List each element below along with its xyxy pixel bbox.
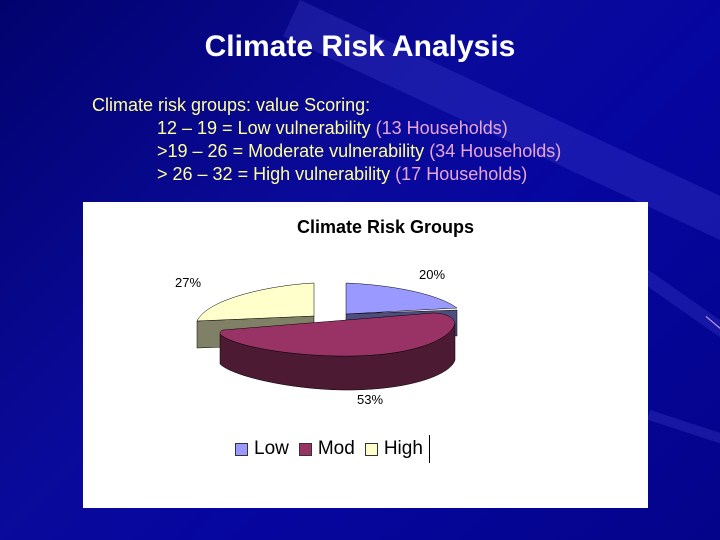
label-mod: 53%	[357, 392, 384, 407]
label-high: 27%	[175, 275, 202, 290]
text-cursor	[428, 435, 430, 463]
group-mod: >19 – 26 = Moderate vulnerability (34 Ho…	[92, 140, 561, 163]
legend-label: Mod	[317, 438, 355, 459]
legend-label: High	[383, 438, 423, 459]
slide-title: Climate Risk Analysis	[204, 30, 516, 63]
intro-text: Climate risk groups: value Scoring:	[92, 95, 371, 115]
label-low: 20%	[419, 267, 446, 282]
chart-title: Climate Risk Groups	[296, 217, 475, 237]
legend-swatch-low	[235, 442, 248, 456]
legend-item-high: High	[364, 438, 423, 460]
legend-label: Low	[254, 438, 289, 459]
legend-item-low: Low	[235, 438, 289, 460]
group-range: 12 – 19 = Low vulnerability	[157, 118, 371, 138]
group-range: >19 – 26 = Moderate vulnerability	[157, 141, 425, 161]
group-households: (13 Households)	[375, 118, 508, 138]
legend-swatch-high	[364, 442, 378, 456]
group-households: (34 Households)	[429, 141, 562, 161]
pie-slice-mod	[219, 312, 456, 391]
group-low: 12 – 19 = Low vulnerability (13 Househol…	[92, 117, 561, 140]
legend-swatch-mod	[298, 442, 312, 456]
chart-container: Climate Risk Groups 27% 20% 53% Low Mod …	[83, 202, 648, 508]
slide-body: Climate risk groups: value Scoring: 12 –…	[92, 94, 561, 186]
chart-legend: Low Mod High	[235, 435, 430, 463]
group-high: > 26 – 32 = High vulnerability (17 House…	[92, 163, 561, 186]
group-range: > 26 – 32 = High vulnerability	[157, 164, 391, 184]
group-households: (17 Households)	[395, 164, 528, 184]
pie-chart	[196, 282, 458, 391]
background-streak	[646, 410, 720, 466]
legend-item-mod: Mod	[298, 438, 355, 460]
